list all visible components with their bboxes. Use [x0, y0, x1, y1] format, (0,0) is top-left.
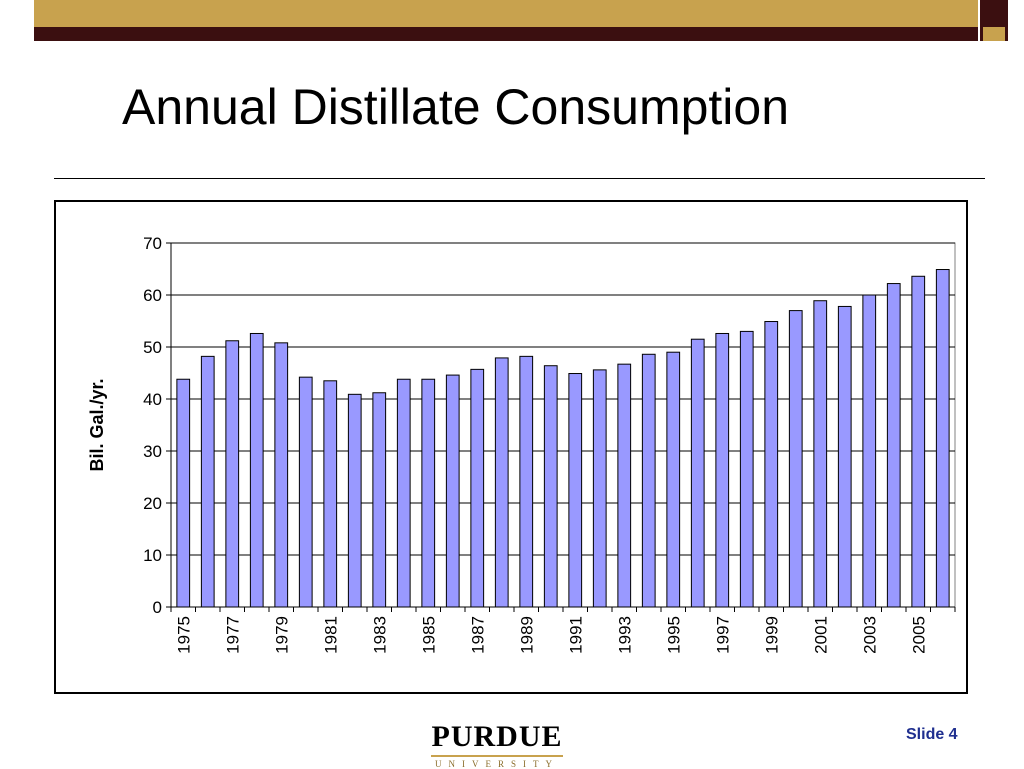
logo-rule [431, 755, 563, 757]
slide-number: Slide 4 [906, 726, 958, 743]
x-tick-label: 1991 [566, 616, 585, 654]
slide-title: Annual Distillate Consumption [122, 79, 790, 135]
x-tick-label: 1979 [272, 616, 291, 654]
x-tick-label: 2003 [860, 616, 879, 654]
purdue-logo: PURDUE UNIVERSITY [426, 720, 568, 769]
x-tick-label: 2001 [811, 616, 830, 654]
x-tick-label: 1975 [174, 616, 193, 654]
bar [690, 338, 705, 608]
logo-subtext: UNIVERSITY [435, 759, 559, 769]
bar [396, 378, 411, 608]
x-tick-label: 1987 [468, 616, 487, 654]
top-header-gold-stripe [34, 0, 978, 27]
bar [568, 373, 583, 608]
bar [372, 392, 387, 608]
bar [886, 283, 901, 608]
bar [788, 310, 803, 608]
x-tick-label: 1981 [321, 616, 340, 654]
corner-accent-gold [983, 27, 1005, 41]
bar [617, 363, 632, 608]
bar [445, 374, 460, 608]
y-tick-label: 0 [153, 598, 162, 617]
bar [519, 355, 534, 608]
bar [935, 269, 950, 608]
bar [813, 300, 828, 608]
y-tick-label: 10 [143, 546, 162, 565]
bar [421, 378, 436, 608]
x-tick-label: 1977 [223, 616, 242, 654]
bar [200, 355, 215, 608]
bar [347, 393, 362, 608]
bar [911, 275, 926, 608]
chart-frame: 0 10 20 30 40 50 60 70 1975 1977 1979 1981 1983 1985 1… [54, 200, 968, 694]
bar [739, 330, 754, 608]
bar [592, 369, 607, 608]
bar-chart: 0 10 20 30 40 50 60 70 1975 1977 1979 1981 1983 1985 1… [87, 234, 956, 654]
x-tick-label: 1989 [517, 616, 536, 654]
plot-area [170, 242, 956, 608]
logo-wordmark: PURDUE [431, 720, 563, 753]
bar [641, 353, 656, 608]
x-tick-label: 1985 [419, 616, 438, 654]
bar [176, 378, 191, 608]
bar [715, 332, 730, 608]
x-tick-label: 1999 [762, 616, 781, 654]
bar [274, 342, 289, 608]
bar [323, 380, 338, 608]
bar [862, 294, 877, 608]
x-tick-label: 2005 [909, 616, 928, 654]
bar [494, 357, 509, 608]
y-tick-label: 50 [143, 338, 162, 357]
y-tick-label: 60 [143, 286, 162, 305]
x-tick-label: 1997 [713, 616, 732, 654]
x-tick-label: 1995 [664, 616, 683, 654]
bar [470, 368, 485, 608]
y-tick-label: 20 [143, 494, 162, 513]
y-tick-label: 40 [143, 390, 162, 409]
bar [764, 321, 779, 608]
title-divider [54, 178, 985, 179]
bar [298, 376, 313, 608]
bar [666, 351, 681, 608]
bar [543, 365, 558, 608]
bar [249, 332, 264, 608]
x-tick-label: 1993 [615, 616, 634, 654]
bar [837, 305, 852, 608]
bar [225, 340, 240, 608]
y-tick-label: 30 [143, 442, 162, 461]
y-tick-label: 70 [143, 234, 162, 253]
y-axis-label: Bil. Gal./yr. [87, 378, 107, 471]
x-tick-label: 1983 [370, 616, 389, 654]
